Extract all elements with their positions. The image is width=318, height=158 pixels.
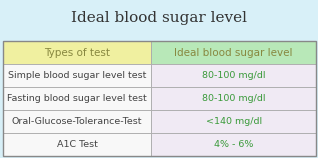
Bar (3, 87, 151, 110)
Text: 80-100 mg/dl: 80-100 mg/dl (202, 94, 266, 103)
Text: Fasting blood sugar level test: Fasting blood sugar level test (7, 94, 147, 103)
Text: Ideal blood sugar level: Ideal blood sugar level (175, 48, 293, 58)
Text: <140 mg/dl: <140 mg/dl (206, 117, 262, 126)
Bar (151, 110, 316, 133)
Text: Simple blood sugar level test: Simple blood sugar level test (8, 71, 146, 80)
Bar (151, 41, 316, 64)
Bar (3, 110, 151, 133)
Bar (3, 64, 151, 87)
Text: 4% - 6%: 4% - 6% (214, 140, 253, 149)
Bar (151, 133, 316, 156)
Text: A1C Test: A1C Test (57, 140, 98, 149)
Bar (151, 64, 316, 87)
Text: Oral-Glucose-Tolerance-Test: Oral-Glucose-Tolerance-Test (12, 117, 142, 126)
Bar (151, 87, 316, 110)
Text: Types of test: Types of test (44, 48, 110, 58)
Bar (3, 133, 151, 156)
Text: 80-100 mg/dl: 80-100 mg/dl (202, 71, 266, 80)
Bar (3, 41, 151, 64)
Bar (3, 41, 316, 156)
Text: Ideal blood sugar level: Ideal blood sugar level (71, 11, 247, 25)
